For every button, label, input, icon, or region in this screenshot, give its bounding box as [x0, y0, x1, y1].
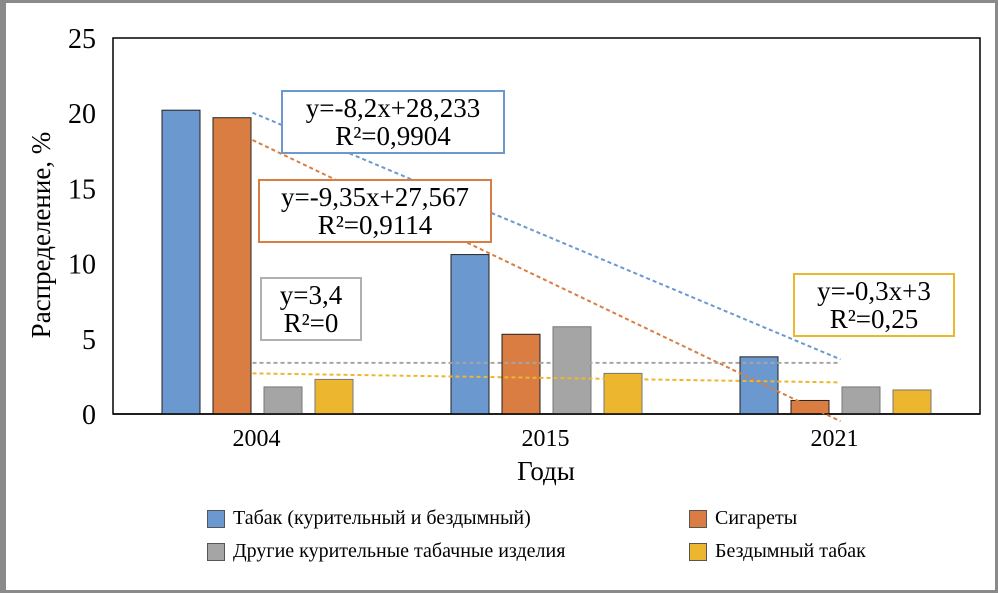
- legend-item-cigarettes: Сигареты: [689, 507, 797, 530]
- y-tick-label: 10: [68, 250, 96, 281]
- x-tick-label: 2015: [522, 426, 570, 452]
- trendline: [252, 372, 841, 384]
- bar: [603, 372, 643, 415]
- x-tick-label: 2004: [233, 426, 281, 452]
- legend-label: Другие курительные табачные изделия: [233, 540, 566, 562]
- bar: [161, 109, 201, 415]
- trendline-label-smokeless: y=-0,3x+3 R²=0,25: [793, 273, 955, 337]
- bar: [841, 386, 881, 415]
- bar: [739, 356, 779, 415]
- trendline-r2: R²=0,9114: [317, 210, 433, 240]
- y-tick-label: 0: [82, 400, 96, 431]
- trendline-equation: y=-0,3x+3: [817, 276, 931, 306]
- trendline-r2: R²=0: [283, 308, 339, 338]
- y-axis-title: Распределение, %: [26, 132, 56, 339]
- legend-label: Сигареты: [715, 507, 798, 529]
- x-tick-label: 2021: [811, 426, 859, 452]
- bar: [552, 326, 592, 415]
- legend-swatch: [689, 542, 707, 561]
- trendline-r2: R²=0,9904: [335, 121, 451, 151]
- bar: [450, 254, 490, 415]
- bar: [263, 386, 303, 415]
- trendline-equation: y=3,4: [279, 280, 343, 310]
- y-tick-label: 20: [68, 99, 96, 130]
- trendline-equation: y=-8,2x+28,233: [305, 93, 481, 123]
- trendline-label-tobacco: y=-8,2x+28,233 R²=0,9904: [281, 90, 505, 154]
- plot-area: [112, 37, 981, 415]
- bar: [314, 378, 354, 415]
- y-tick-label: 15: [68, 174, 96, 205]
- y-tick-label: 25: [68, 24, 96, 55]
- legend-item-smokeless: Бездымный табак: [689, 540, 866, 563]
- bar: [501, 333, 541, 415]
- bar: [892, 389, 932, 415]
- legend-item-tobacco: Табак (курительный и бездымный): [207, 507, 531, 530]
- legend-swatch: [207, 542, 225, 561]
- legend-item-other: Другие курительные табачные изделия: [207, 540, 565, 563]
- legend-swatch: [689, 509, 707, 528]
- legend-label: Бездымный табак: [715, 540, 866, 562]
- x-axis-title: Годы: [517, 456, 575, 486]
- legend-swatch: [207, 509, 225, 528]
- trendline-label-other: y=3,4 R²=0: [260, 277, 362, 341]
- bar: [212, 117, 252, 415]
- y-tick-label: 5: [82, 325, 96, 356]
- trendline-equation: y=-9,35x+27,567: [281, 182, 469, 212]
- trendline-r2: R²=0,25: [829, 304, 919, 334]
- trendline-label-cigarettes: y=-9,35x+27,567 R²=0,9114: [258, 179, 492, 243]
- legend-label: Табак (курительный и бездымный): [233, 507, 531, 529]
